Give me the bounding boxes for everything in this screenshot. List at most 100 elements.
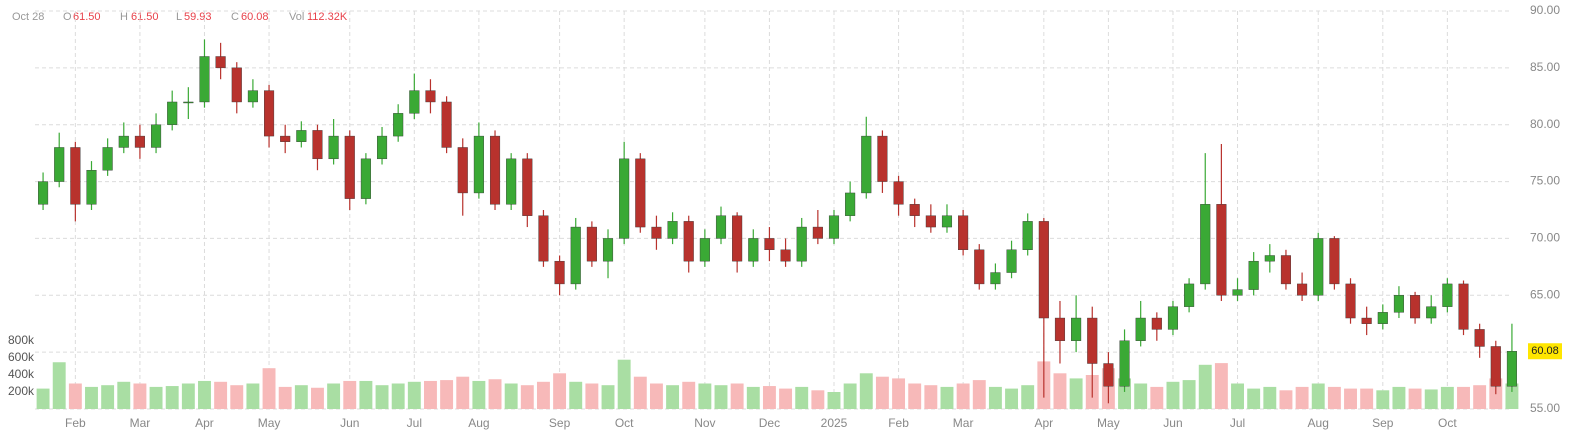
y-tick-label: 55.00: [1530, 401, 1560, 415]
candle-body: [1329, 238, 1340, 285]
volume-bar: [440, 380, 454, 409]
candle-body: [780, 249, 791, 262]
candle-body: [1184, 283, 1195, 307]
candle-body: [554, 260, 565, 285]
volume-bar: [1069, 378, 1083, 409]
candle-body: [1038, 221, 1049, 319]
y-tick-label: 75.00: [1530, 174, 1560, 188]
volume-bar: [133, 383, 147, 409]
candle-body: [425, 90, 436, 103]
candle-body: [409, 90, 420, 114]
volume-bar: [488, 379, 502, 409]
legend-key: H: [120, 11, 128, 23]
volume-bar: [827, 392, 841, 409]
candle-body: [1345, 283, 1356, 319]
volume-bar: [1231, 383, 1244, 409]
volume-bar: [198, 380, 211, 409]
volume-tick-label: 600k: [8, 350, 35, 364]
volume-bar: [843, 383, 857, 409]
candle-body: [619, 158, 630, 239]
volume-bar: [924, 385, 938, 409]
volume-bar: [875, 376, 889, 409]
candle-body: [54, 147, 65, 182]
candle-body: [828, 215, 840, 239]
volume-bar: [1360, 388, 1374, 409]
candle-body: [1071, 317, 1082, 341]
volume-bar: [972, 380, 986, 409]
volume-bar: [36, 388, 50, 409]
legend-value: 59.93: [184, 11, 212, 23]
candle-body: [812, 226, 823, 239]
volume-bar: [682, 381, 696, 409]
volume-bar: [311, 387, 324, 409]
volume-bar: [375, 385, 389, 409]
volume-bar: [649, 383, 663, 409]
x-tick-label: Aug: [1308, 416, 1329, 430]
volume-bar: [149, 386, 163, 409]
volume-bar: [294, 385, 308, 409]
x-tick-label: Jul: [407, 416, 422, 430]
volume-bar: [1263, 386, 1277, 409]
candle-body: [522, 158, 533, 216]
volume-bar: [666, 385, 680, 409]
volume-bar: [1440, 386, 1454, 409]
candle-body: [328, 135, 339, 160]
legend-value: 61.50: [131, 11, 159, 23]
x-tick-label: Sep: [1372, 416, 1394, 430]
volume-bar: [617, 359, 631, 409]
x-tick-label: May: [1097, 416, 1120, 430]
volume-bar: [1198, 364, 1212, 409]
candle-body: [651, 226, 662, 239]
volume-bar: [1182, 380, 1196, 409]
volume-bar: [504, 383, 518, 409]
candle-body: [861, 135, 872, 194]
volume-bar: [1327, 386, 1341, 409]
legend-key: C: [231, 11, 239, 23]
candle-body: [1232, 289, 1243, 296]
volume-bar: [181, 383, 195, 409]
x-tick-label: Jun: [340, 416, 359, 430]
candle-body: [167, 101, 178, 125]
candle-body: [1119, 340, 1130, 387]
volume-bar: [1247, 388, 1261, 409]
x-tick-label: Aug: [468, 416, 489, 430]
candle-body: [1490, 346, 1501, 387]
x-tick-label: Mar: [130, 416, 151, 430]
volume-bar: [1053, 373, 1067, 409]
volume-bar: [553, 373, 567, 409]
volume-bar: [1134, 383, 1148, 409]
candle-body: [715, 215, 727, 239]
candle-body: [360, 158, 371, 199]
candle-body: [264, 90, 275, 137]
volume-bar: [1311, 383, 1325, 409]
volume-bar: [762, 386, 776, 409]
volume-bar: [1392, 386, 1406, 409]
volume-tick-label: 400k: [8, 367, 35, 381]
candle-body: [570, 226, 581, 285]
volume-bar: [1021, 385, 1035, 409]
x-tick-label: Jun: [1163, 416, 1182, 430]
volume-bar: [1505, 383, 1519, 409]
candle-body: [86, 169, 97, 205]
volume-bar: [472, 380, 486, 409]
candle-body: [199, 56, 210, 103]
candle-body: [506, 158, 517, 205]
legend-value: 61.50: [73, 11, 101, 23]
candle-body: [457, 147, 468, 194]
volume-bar: [456, 376, 470, 409]
candle-body: [796, 226, 807, 262]
candle-body: [941, 215, 953, 228]
legend-key: Vol: [289, 11, 304, 23]
candle-body: [1393, 295, 1404, 313]
x-tick-label: Feb: [888, 416, 909, 430]
x-tick-label: Nov: [694, 416, 715, 430]
volume-bar: [1166, 381, 1180, 409]
x-tick-label: Jul: [1230, 416, 1245, 430]
last-price-label: 60.08: [1531, 345, 1559, 357]
ohlc-legend: Oct 28 O 61.50 H 61.50 L 59.93 C 60.08 V…: [12, 11, 348, 23]
volume-bar: [859, 373, 873, 409]
x-tick-label: Apr: [1034, 416, 1053, 430]
candle-body: [1426, 306, 1437, 319]
